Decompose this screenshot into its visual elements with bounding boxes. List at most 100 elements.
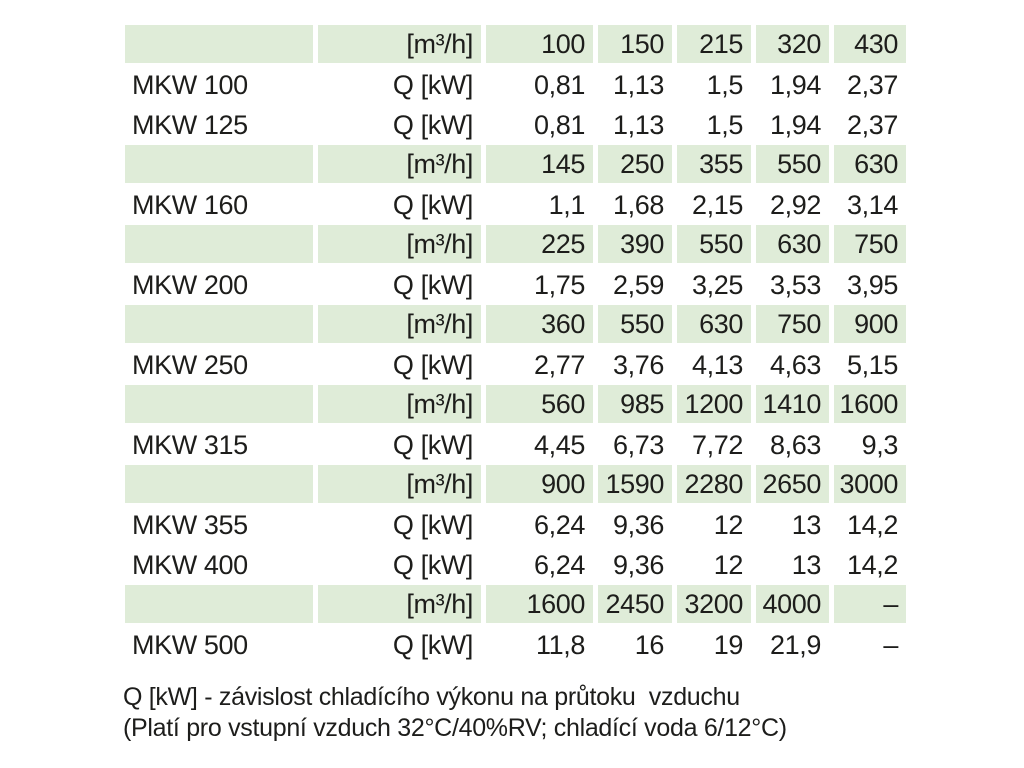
unit-cell: [m³/h] — [318, 305, 481, 343]
value-cell: 1,5 — [706, 69, 744, 100]
value-cell: 2,15 — [692, 189, 743, 220]
table-row: MKW 355 Q [kW] 6,24 9,36 12 13 14,2 — [125, 505, 906, 545]
table-row: [m³/h] 900 1590 2280 2650 3000 — [125, 465, 906, 505]
unit-cell: [m³/h] — [318, 25, 481, 63]
table-row: MKW 200 Q [kW] 1,75 2,59 3,25 3,53 3,95 — [125, 265, 906, 305]
cooling-performance-table: [m³/h] 100 150 215 320 430 MKW 100 Q [kW… — [125, 25, 906, 665]
value-cell: 430 — [834, 25, 906, 63]
table-row: MKW 400 Q [kW] 6,24 9,36 12 13 14,2 — [125, 545, 906, 585]
model-label-cell — [125, 225, 313, 263]
table-row: MKW 125 Q [kW] 0,81 1,13 1,5 1,94 2,37 — [125, 105, 906, 145]
unit-cell: [m³/h] — [318, 145, 481, 183]
value-cell: 6,73 — [613, 429, 664, 460]
value-cell: 2650 — [756, 465, 829, 503]
table-row: MKW 315 Q [kW] 4,45 6,73 7,72 8,63 9,3 — [125, 425, 906, 465]
value-cell: 1200 — [677, 385, 751, 423]
value-cell: 150 — [598, 25, 672, 63]
table-row: MKW 250 Q [kW] 2,77 3,76 4,13 4,63 5,15 — [125, 345, 906, 385]
value-cell: – — [883, 629, 898, 660]
model-label-cell — [125, 385, 313, 423]
unit-cell: Q [kW] — [392, 549, 473, 580]
unit-cell: Q [kW] — [392, 189, 473, 220]
value-cell: 2,37 — [847, 69, 898, 100]
value-cell: 4000 — [756, 585, 829, 623]
table-row: [m³/h] 225 390 550 630 750 — [125, 225, 906, 265]
value-cell: 19 — [713, 629, 744, 660]
value-cell: 21,9 — [770, 629, 821, 660]
unit-cell: Q [kW] — [392, 429, 473, 460]
value-cell: 100 — [486, 25, 593, 63]
value-cell: 900 — [486, 465, 593, 503]
table-row: [m³/h] 145 250 355 550 630 — [125, 145, 906, 185]
value-cell: 1,68 — [613, 189, 664, 220]
model-label-cell — [125, 25, 313, 63]
model-label-cell — [125, 465, 313, 503]
unit-cell: [m³/h] — [318, 585, 481, 623]
unit-cell: Q [kW] — [392, 349, 473, 380]
model-label-cell: MKW 250 — [132, 349, 248, 380]
value-cell: 3,14 — [847, 189, 898, 220]
unit-cell: [m³/h] — [318, 385, 481, 423]
unit-cell: [m³/h] — [318, 225, 481, 263]
value-cell: 12 — [713, 509, 744, 540]
value-cell: 550 — [756, 145, 829, 183]
value-cell: 0,81 — [534, 109, 585, 140]
model-label-cell: MKW 100 — [132, 69, 248, 100]
value-cell: 3,76 — [613, 349, 664, 380]
value-cell: 3,53 — [770, 269, 821, 300]
value-cell: – — [834, 585, 906, 623]
unit-cell: Q [kW] — [392, 69, 473, 100]
value-cell: 0,81 — [534, 69, 585, 100]
value-cell: 215 — [677, 25, 751, 63]
value-cell: 145 — [486, 145, 593, 183]
unit-cell: Q [kW] — [392, 109, 473, 140]
value-cell: 900 — [834, 305, 906, 343]
value-cell: 3200 — [677, 585, 751, 623]
value-cell: 1,5 — [706, 109, 744, 140]
value-cell: 1,13 — [613, 109, 664, 140]
model-label-cell: MKW 200 — [132, 269, 248, 300]
value-cell: 1,94 — [770, 69, 821, 100]
value-cell: 2,37 — [847, 109, 898, 140]
value-cell: 4,45 — [534, 429, 585, 460]
table-row: MKW 160 Q [kW] 1,1 1,68 2,15 2,92 3,14 — [125, 185, 906, 225]
value-cell: 630 — [756, 225, 829, 263]
value-cell: 3,95 — [847, 269, 898, 300]
value-cell: 1,1 — [548, 189, 586, 220]
value-cell: 6,24 — [534, 509, 585, 540]
value-cell: 560 — [486, 385, 593, 423]
value-cell: 225 — [486, 225, 593, 263]
value-cell: 5,15 — [847, 349, 898, 380]
value-cell: 9,36 — [613, 509, 664, 540]
model-label-cell — [125, 305, 313, 343]
model-label-cell: MKW 315 — [132, 429, 248, 460]
footnote: Q [kW] - závislost chladícího výkonu na … — [123, 682, 787, 744]
model-label-cell: MKW 500 — [132, 629, 248, 660]
value-cell: 9,36 — [613, 549, 664, 580]
table-row: [m³/h] 1600 2450 3200 4000 – — [125, 585, 906, 625]
value-cell: 13 — [791, 509, 822, 540]
footnote-line-2: (Platí pro vstupní vzduch 32°C/40%RV; ch… — [123, 714, 787, 742]
value-cell: 1,75 — [534, 269, 585, 300]
table-row: [m³/h] 560 985 1200 1410 1600 — [125, 385, 906, 425]
value-cell: 7,72 — [692, 429, 743, 460]
value-cell: 9,3 — [861, 429, 899, 460]
value-cell: 4,63 — [770, 349, 821, 380]
table-row: MKW 500 Q [kW] 11,8 16 19 21,9 – — [125, 625, 906, 665]
value-cell: 1410 — [756, 385, 829, 423]
model-label-cell — [125, 145, 313, 183]
table-row: [m³/h] 360 550 630 750 900 — [125, 305, 906, 345]
value-cell: 4,13 — [692, 349, 743, 380]
value-cell: 14,2 — [847, 509, 898, 540]
unit-cell: [m³/h] — [318, 465, 481, 503]
value-cell: 1600 — [486, 585, 593, 623]
value-cell: 14,2 — [847, 549, 898, 580]
value-cell: 550 — [677, 225, 751, 263]
value-cell: 1,13 — [613, 69, 664, 100]
model-label-cell: MKW 160 — [132, 189, 248, 220]
value-cell: 750 — [756, 305, 829, 343]
value-cell: 250 — [598, 145, 672, 183]
value-cell: 3000 — [834, 465, 906, 503]
model-label-cell: MKW 355 — [132, 509, 248, 540]
